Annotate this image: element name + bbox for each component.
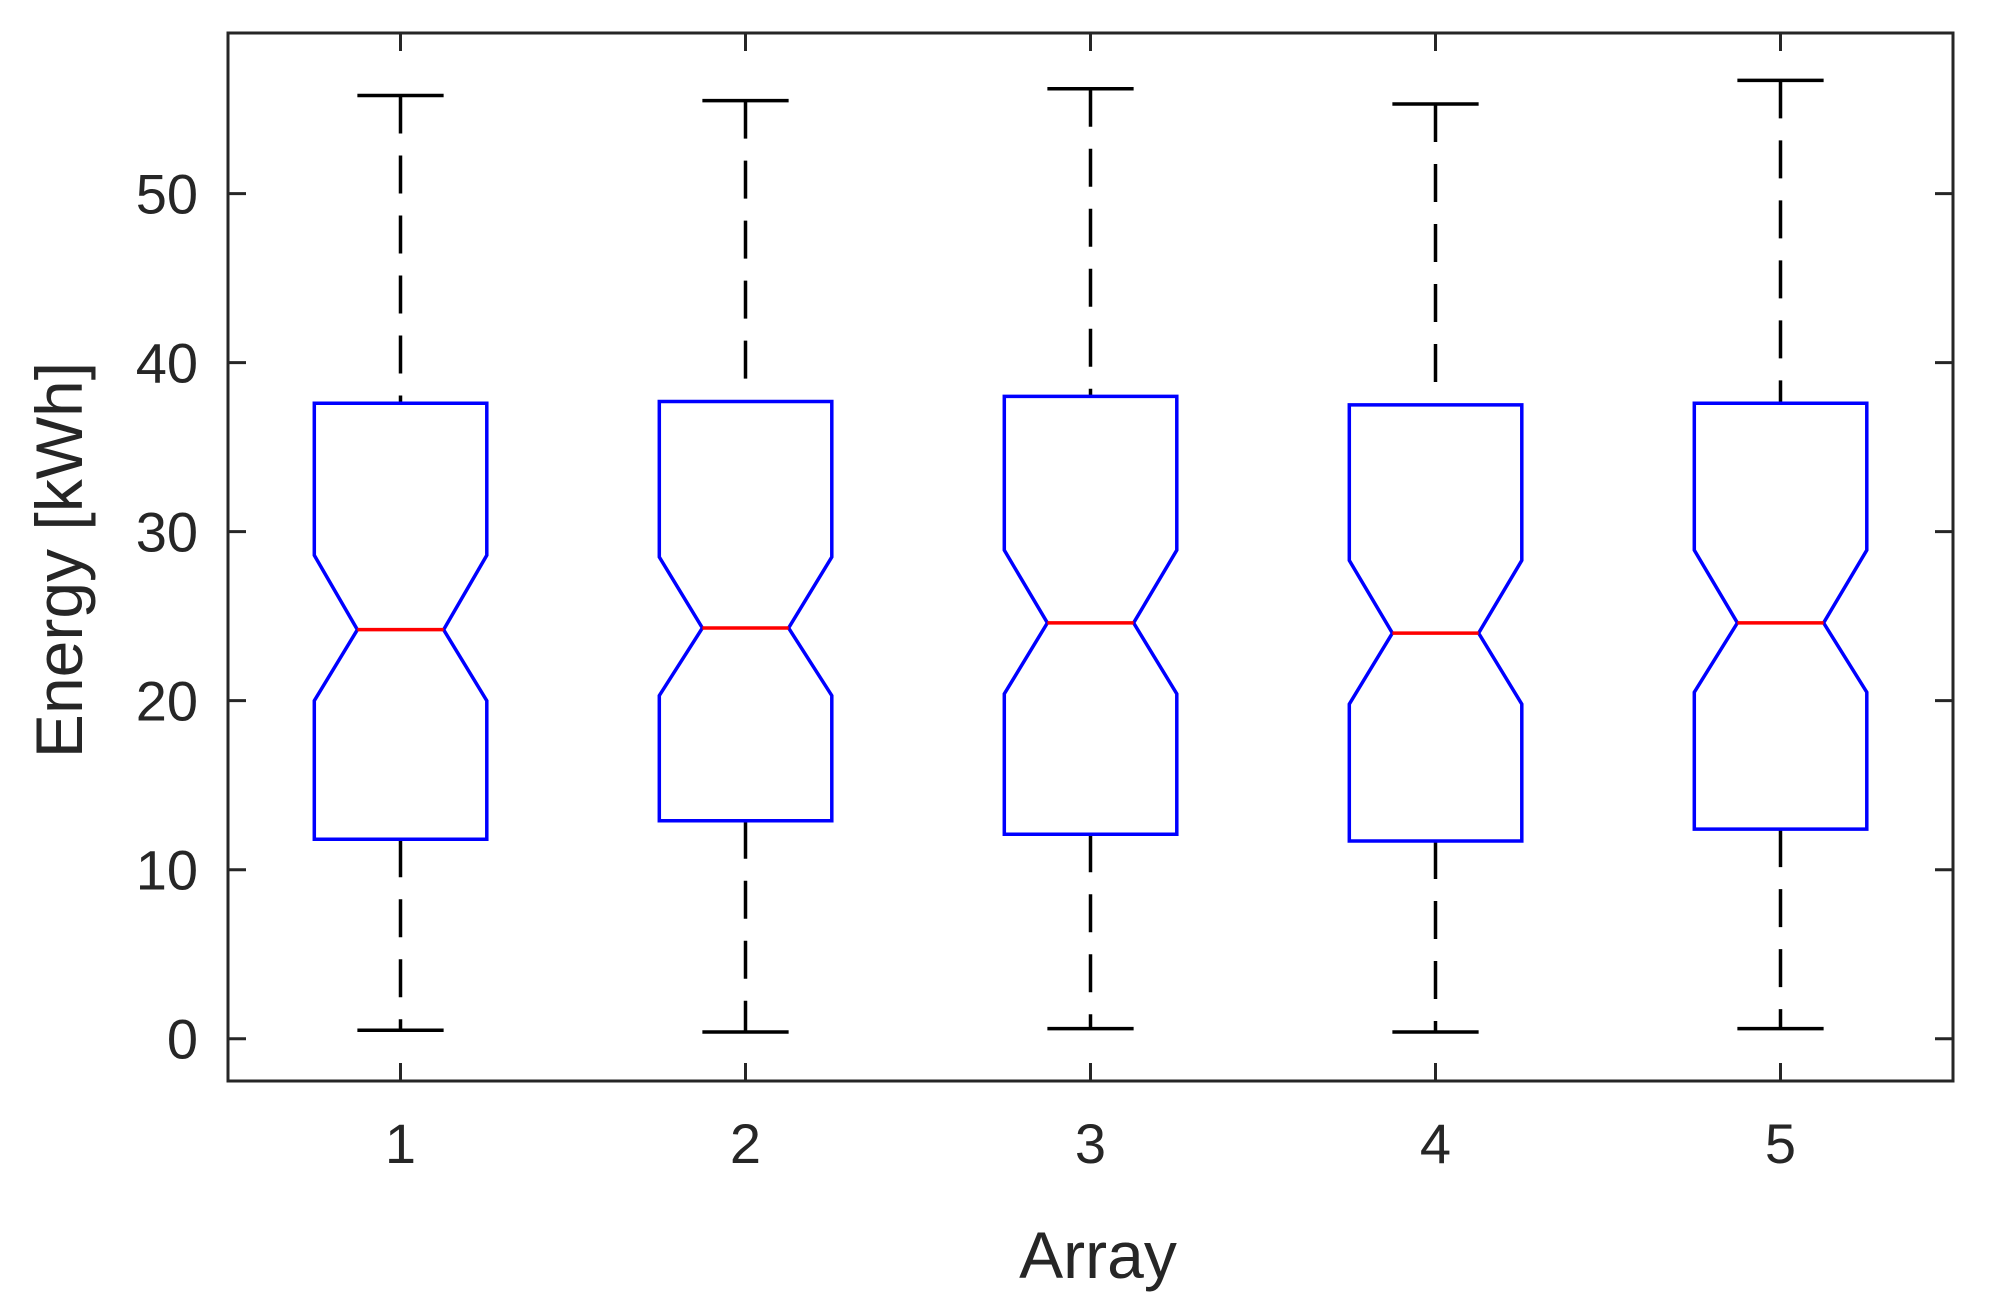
notched-box [312,401,489,842]
box-4 [1347,102,1524,1034]
box-2 [657,98,834,1034]
x-tick-label: 3 [1075,1112,1106,1175]
x-tick-label: 1 [385,1112,416,1175]
box-layer [312,78,1869,1034]
y-tick-label: 20 [136,670,198,733]
notched-box [1347,403,1524,843]
notched-box [1002,394,1179,836]
y-tick-label: 40 [136,332,198,395]
x-tick-label: 4 [1420,1112,1451,1175]
y-axis-label: Energy [kWh] [22,362,96,758]
y-tick-label: 0 [167,1008,198,1071]
notched-box [657,399,834,823]
y-tick-label: 50 [136,163,198,226]
box-5 [1692,78,1869,1031]
x-axis-label: Array [1019,1218,1177,1292]
x-tick-label: 5 [1765,1112,1796,1175]
tick-layer: 0 10 20 30 40 50 1 2 3 4 5 [136,33,1953,1175]
y-tick-label: 10 [136,839,198,902]
notched-box [1692,401,1869,831]
x-tick-label: 2 [730,1112,761,1175]
y-tick-label: 30 [136,501,198,564]
box-3 [1002,87,1179,1031]
box-1 [312,93,489,1033]
